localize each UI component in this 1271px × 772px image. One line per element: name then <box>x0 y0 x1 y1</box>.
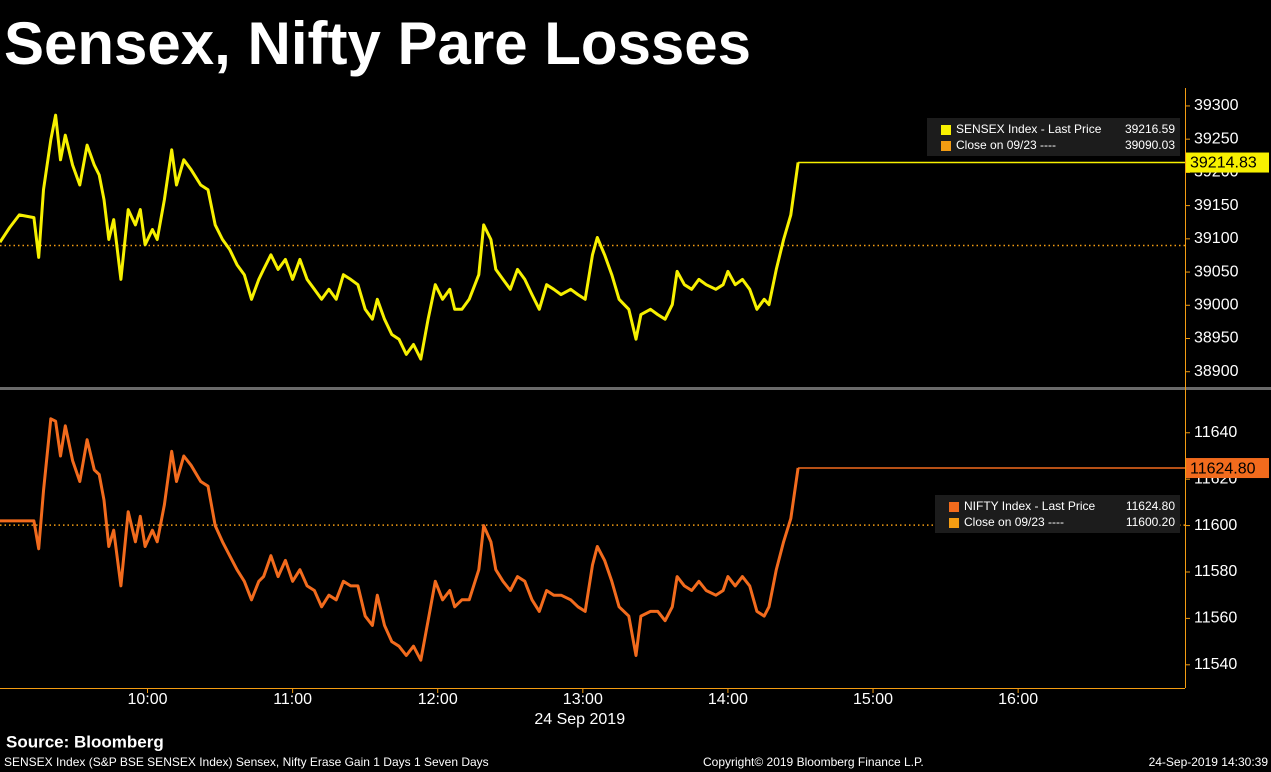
legend-box <box>935 495 1180 533</box>
y-tick-label: 11540 <box>1194 656 1237 673</box>
price-tag-box <box>1186 152 1269 173</box>
y-tick-label: 38950 <box>1194 330 1239 347</box>
y-tick-label: 11560 <box>1194 610 1237 627</box>
legend-value: 39216.59 <box>1125 122 1175 136</box>
footer-right: 24-Sep-2019 14:30:39 <box>1149 755 1269 769</box>
source: Source: Bloomberg <box>6 732 164 751</box>
legend-label: SENSEX Index - Last Price <box>956 122 1102 136</box>
y-tick-label: 39300 <box>1194 97 1239 114</box>
x-tick-label: 15:00 <box>853 691 893 708</box>
legend-swatch <box>949 502 959 512</box>
legend-label: NIFTY Index - Last Price <box>964 499 1095 513</box>
chart-title: Sensex, Nifty Pare Losses <box>4 10 751 77</box>
y-tick-label: 39050 <box>1194 263 1239 280</box>
y-tick-label: 39100 <box>1194 230 1239 247</box>
y-tick-label: 11600 <box>1194 517 1237 534</box>
price-tag: 39214.83 <box>1190 155 1257 172</box>
price-line <box>0 417 800 662</box>
price-line <box>0 113 800 361</box>
legend-box <box>927 118 1180 156</box>
x-tick-label: 10:00 <box>127 691 167 708</box>
x-tick-label: 11:00 <box>273 691 312 708</box>
footer-left: SENSEX Index (S&P BSE SENSEX Index) Sens… <box>4 755 489 769</box>
legend-swatch <box>941 125 951 135</box>
legend-value: 39090.03 <box>1125 138 1175 152</box>
x-tick-label: 16:00 <box>998 691 1038 708</box>
legend-swatch <box>941 141 951 151</box>
x-tick-label: 12:00 <box>418 691 458 708</box>
y-tick-label: 11640 <box>1194 424 1237 441</box>
x-tick-label: 13:00 <box>563 691 603 708</box>
footer-center: Copyright© 2019 Bloomberg Finance L.P. <box>703 755 924 769</box>
legend-value: 11600.20 <box>1126 515 1175 529</box>
y-tick-label: 39250 <box>1194 130 1239 147</box>
y-tick-label: 38900 <box>1194 363 1239 380</box>
price-tag: 11624.80 <box>1190 460 1256 477</box>
y-tick-label: 39000 <box>1194 296 1239 313</box>
price-tag-box <box>1186 458 1269 479</box>
x-tick-label: 14:00 <box>708 691 748 708</box>
x-axis-label: 24 Sep 2019 <box>534 711 625 728</box>
legend-label: Close on 09/23 ---- <box>956 138 1056 152</box>
legend-swatch <box>949 518 959 528</box>
y-tick-label: 39150 <box>1194 197 1239 214</box>
y-tick-label: 11580 <box>1194 563 1237 580</box>
legend-label: Close on 09/23 ---- <box>964 515 1064 529</box>
legend-value: 11624.80 <box>1126 499 1175 513</box>
